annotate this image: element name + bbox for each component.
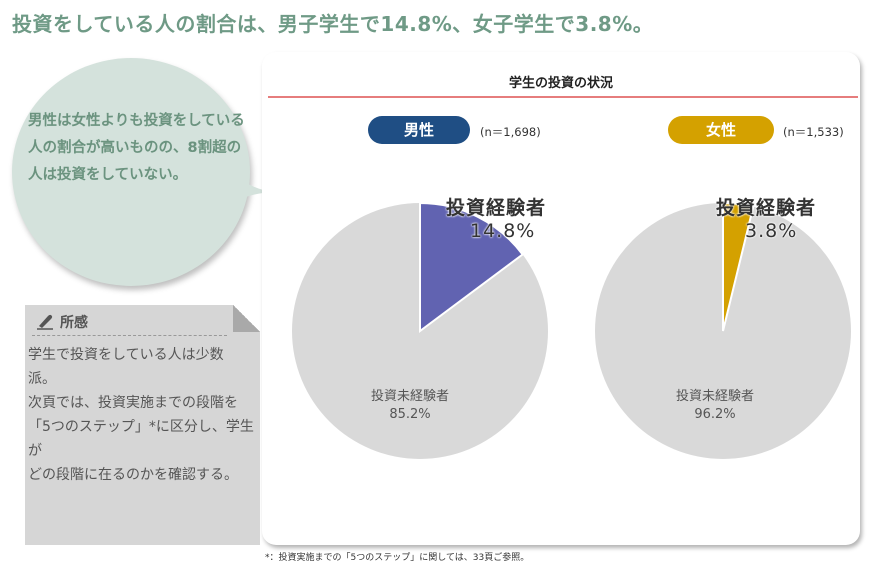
memo-note <box>25 305 260 545</box>
memo-header: 所感 <box>36 312 88 332</box>
pie-slice-investor <box>419 203 524 333</box>
memo-page-fold <box>233 305 260 332</box>
male-investor-pct: 14.8% <box>470 220 536 242</box>
male-group-label: 男性 <box>368 116 470 144</box>
footnote: *：投資実施までの「5つのステップ」に関しては、33頁ご参照。 <box>265 553 530 563</box>
pen-icon <box>37 314 53 330</box>
memo-body: 学生で投資をしている人は少数 派。 次頁では、投資実施までの段階を 「5つのステ… <box>28 343 258 487</box>
memo-line: 派。 <box>28 371 56 387</box>
pie-slice-investor <box>722 203 755 332</box>
speech-bubble-tail <box>222 150 272 210</box>
title-divider <box>268 96 858 98</box>
male-non-investor-label: 投資未経験者 85.2% <box>370 389 449 422</box>
female-group-label: 女性 <box>668 116 774 144</box>
female-sample-size: (n＝1,533) <box>783 125 844 139</box>
memo-title: 所感 <box>60 315 88 331</box>
chart-panel-title: 学生の投資の状況 <box>508 76 613 91</box>
memo-line: 次頁では、投資実施までの段階を <box>28 395 238 411</box>
male-sample-size: (n＝1,698) <box>480 125 541 139</box>
female-non-investor-label: 投資未経験者 96.2% <box>675 389 754 422</box>
male-pie-chart <box>292 203 548 459</box>
memo-line: どの段階に在るのかを確認する。 <box>28 467 238 483</box>
speech-bubble <box>12 58 250 286</box>
female-investor-pct: 3.8% <box>745 220 798 242</box>
female-investor-label: 投資経験者 <box>716 197 817 219</box>
memo-divider <box>32 335 227 336</box>
memo-line: 「5つのステップ」*に区分し、学生が <box>28 419 254 459</box>
speech-bubble-text: 男性は女性よりも投資をしている人の割合が高いものの、8割超の人は投資をしていない… <box>28 113 245 183</box>
page-headline: 投資をしている人の割合は、男子学生で14.8%、女子学生で3.8%。 <box>12 12 654 36</box>
male-investor-label: 投資経験者 <box>446 197 547 219</box>
memo-line: 学生で投資をしている人は少数 <box>28 347 224 363</box>
female-pie-chart <box>595 203 851 459</box>
